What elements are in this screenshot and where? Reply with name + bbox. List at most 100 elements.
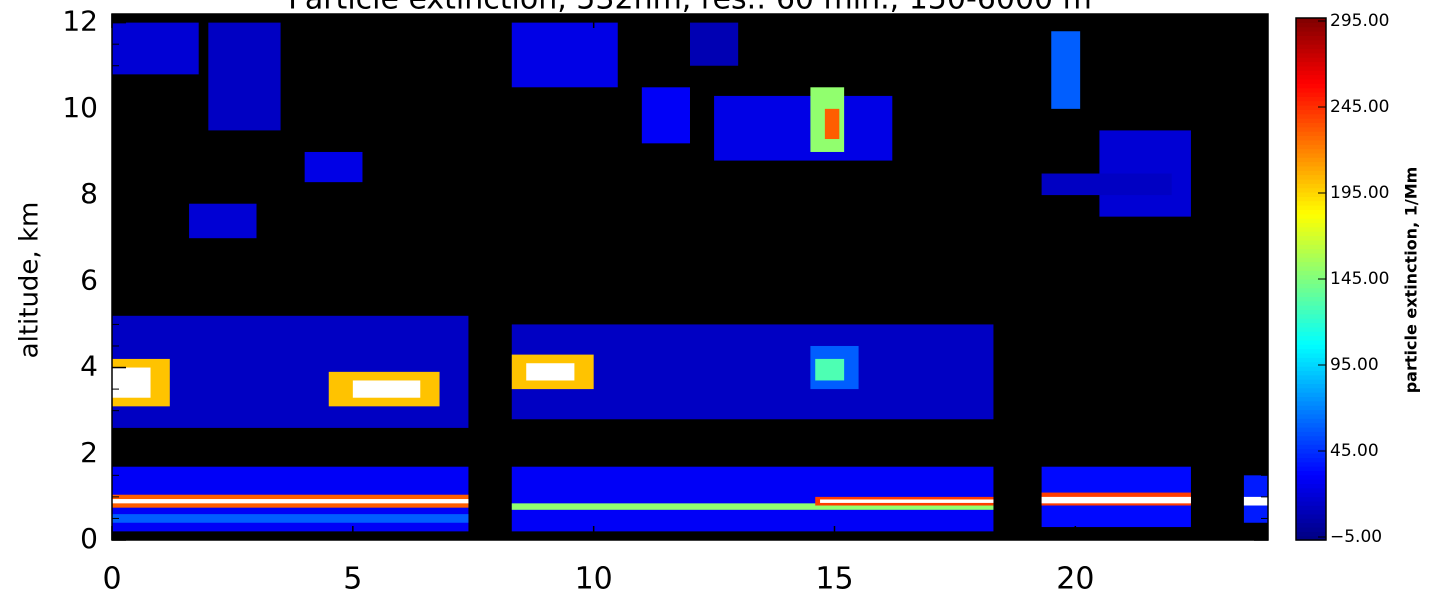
y-tick-label: 2 [80, 436, 98, 469]
colorbar-segment [1296, 279, 1326, 284]
y-tick-label: 0 [80, 522, 98, 555]
colorbar-segment [1296, 139, 1326, 145]
colorbar-segment [1296, 52, 1326, 58]
colorbar-tick-label: −5.00 [1330, 527, 1382, 547]
heatmap-cell [112, 367, 151, 398]
heatmap-cell [112, 499, 469, 504]
colorbar-segment [1296, 213, 1326, 219]
colorbar-segment [1296, 44, 1326, 50]
colorbar-segment [1296, 31, 1326, 36]
heatmap-cell [641, 87, 690, 144]
colorbar-segment [1296, 261, 1326, 267]
y-tick-label: 4 [80, 350, 98, 383]
colorbar-segment [1296, 392, 1326, 398]
colorbar-segment [1296, 526, 1326, 532]
colorbar-segment [1296, 435, 1326, 441]
colorbar-segment [1296, 265, 1326, 271]
colorbar-segment [1296, 118, 1326, 123]
colorbar-segment [1296, 183, 1326, 189]
colorbar-segment [1296, 505, 1326, 511]
colorbar-segment [1296, 148, 1326, 154]
colorbar-segment [1296, 65, 1326, 71]
colorbar-segment [1296, 170, 1326, 176]
colorbar-segment [1296, 131, 1326, 137]
colorbar-segment [1296, 409, 1326, 415]
heatmap-cell [189, 203, 257, 239]
heatmap-cell [690, 22, 739, 66]
colorbar-segment [1296, 322, 1326, 328]
colorbar-tick-label: 195.00 [1330, 183, 1389, 203]
colorbar-tick-label: 245.00 [1330, 97, 1389, 117]
colorbar-segment [1296, 100, 1326, 106]
colorbar-segment [1296, 200, 1326, 206]
heatmap-cell [511, 503, 994, 510]
heatmap-cell [824, 108, 840, 140]
colorbar-segment [1296, 287, 1326, 293]
colorbar-segment [1296, 374, 1326, 380]
colorbar-segment [1296, 453, 1326, 458]
colorbar-segment [1296, 466, 1326, 471]
colorbar-segment [1296, 239, 1326, 245]
colorbar-tick-label: 295.00 [1330, 11, 1389, 31]
colorbar-segment [1296, 396, 1326, 402]
colorbar-segment [1296, 509, 1326, 515]
colorbar-segment [1296, 26, 1326, 32]
colorbar-segment [1296, 248, 1326, 254]
colorbar-segment [1296, 187, 1326, 193]
colorbar-segment [1296, 252, 1326, 258]
colorbar-segment [1296, 370, 1326, 376]
colorbar-segment [1296, 448, 1326, 454]
colorbar-segment [1296, 461, 1326, 467]
colorbar-segment [1296, 70, 1326, 76]
colorbar-segment [1296, 109, 1326, 115]
heatmap-cell [112, 22, 199, 75]
colorbar-tick-label: 45.00 [1330, 441, 1379, 461]
colorbar-segment [1296, 218, 1326, 224]
colorbar-segment [1296, 35, 1326, 41]
colorbar-segment [1296, 518, 1326, 524]
chart-title: Particle extinction, 532nm, res.: 60 min… [288, 0, 1092, 17]
colorbar-segment [1296, 479, 1326, 485]
colorbar-segment [1296, 257, 1326, 263]
colorbar-segment [1296, 274, 1326, 280]
colorbar-segment [1296, 474, 1326, 480]
colorbar-segment [1296, 135, 1326, 141]
colorbar-segment [1296, 178, 1326, 184]
colorbar-segment [1296, 165, 1326, 171]
colorbar-segment [1296, 439, 1326, 445]
colorbar-segment [1296, 157, 1326, 163]
colorbar-segment [1296, 87, 1326, 93]
colorbar-segment [1296, 383, 1326, 389]
colorbar-segment [1296, 513, 1326, 519]
y-tick-label: 12 [62, 5, 98, 38]
colorbar-tick-label: 95.00 [1330, 355, 1379, 375]
colorbar-segment [1296, 413, 1326, 419]
colorbar-segment [1296, 244, 1326, 250]
colorbar-segment [1296, 531, 1326, 537]
colorbar-segment [1296, 152, 1326, 158]
colorbar-segment [1296, 292, 1326, 297]
heatmap-cell [820, 499, 994, 503]
colorbar-segment [1296, 126, 1326, 132]
colorbar-segment [1296, 335, 1326, 341]
colorbar-segment [1296, 222, 1326, 228]
colorbar-segment [1296, 74, 1326, 80]
colorbar-segment [1296, 313, 1326, 319]
heatmap-cell [1041, 173, 1172, 196]
colorbar-segment [1296, 331, 1326, 337]
colorbar-segment [1296, 309, 1326, 315]
colorbar-segment [1296, 444, 1326, 450]
heatmap-cell [511, 22, 618, 88]
x-tick-label: 15 [815, 562, 853, 596]
colorbar-segment [1296, 357, 1326, 363]
colorbar-segment [1296, 235, 1326, 241]
colorbar-segment [1296, 361, 1326, 367]
colorbar-segment [1296, 57, 1326, 63]
colorbar-segment [1296, 400, 1326, 406]
colorbar-segment [1296, 339, 1326, 345]
colorbar-segment [1296, 61, 1326, 67]
heatmap-cell [714, 95, 893, 161]
colorbar-segment [1296, 492, 1326, 498]
colorbar-segment [1296, 270, 1326, 276]
heatmap-cell [112, 514, 469, 523]
